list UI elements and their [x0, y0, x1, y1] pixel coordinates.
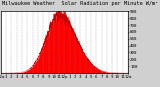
Text: Milwaukee Weather  Solar Radiation per Minute W/m²  Last 24 Hours: Milwaukee Weather Solar Radiation per Mi… [2, 1, 160, 6]
